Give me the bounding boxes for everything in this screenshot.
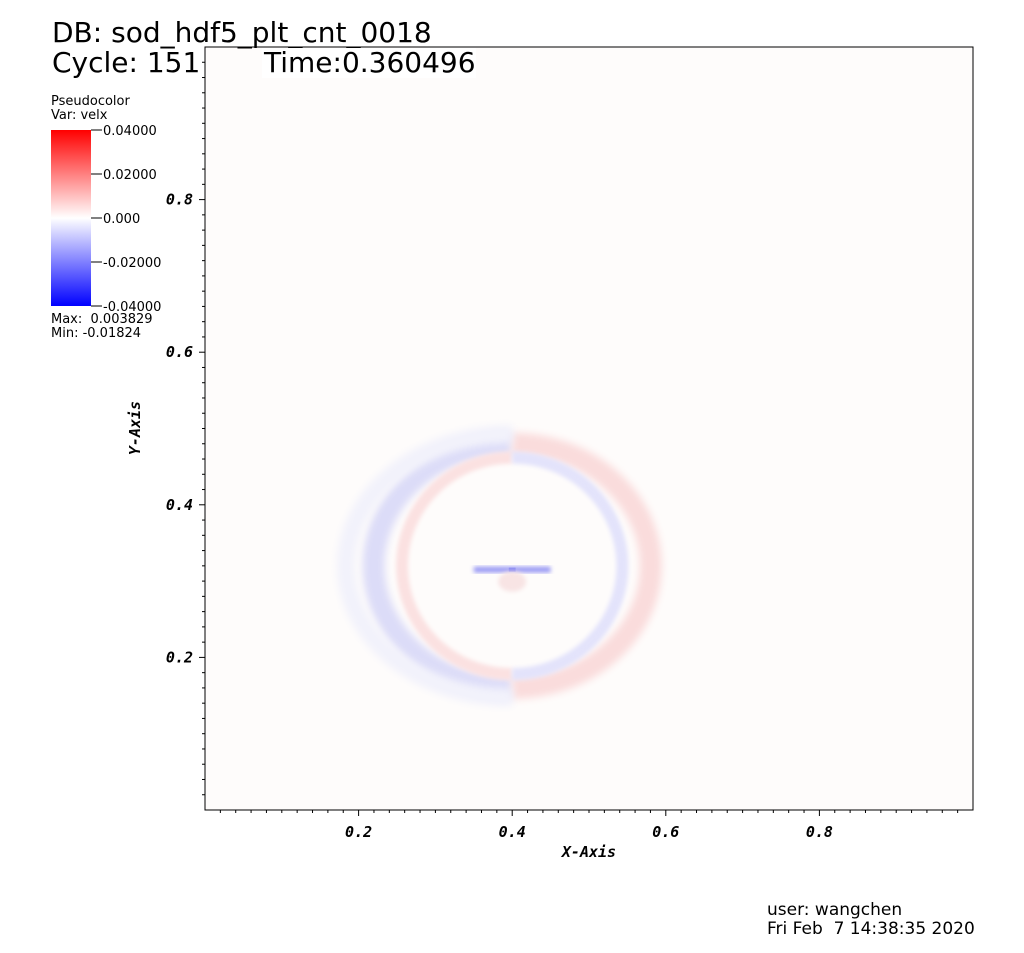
y-tick-label: 0.6 [166, 343, 193, 361]
center-red-blob [498, 571, 527, 592]
y-axis-label: Y-Axis [126, 401, 144, 455]
center-streak-core [508, 567, 516, 572]
y-tick-label: 0.4 [166, 496, 193, 514]
legend-min: Min: -0.01824 [51, 326, 142, 341]
date-label: Fri Feb 7 14:38:35 2020 [767, 919, 975, 939]
colorbar-tick-label: 0.000 [103, 212, 140, 227]
y-tick-label: 0.8 [166, 191, 193, 209]
legend-plot-type: Pseudocolor [51, 94, 130, 109]
y-tick-label: 0.2 [166, 648, 193, 666]
cycle-label: Cycle: 151 [52, 46, 201, 79]
outer-ring-right [512, 432, 662, 699]
inner-ring-right [512, 451, 629, 681]
user-label: user: wangchen [767, 900, 903, 920]
x-tick-label: 0.2 [345, 823, 372, 841]
legend-variable: Var: velx [51, 108, 108, 123]
y-axis: 0.8 0.6 0.4 0.2 Y-Axis [126, 61, 205, 796]
x-axis: 0.2 0.4 0.6 0.8 X-Axis [219, 810, 959, 861]
x-tick-label: 0.4 [499, 823, 526, 841]
x-tick-label: 0.6 [652, 823, 679, 841]
time-label: Time:0.360496 [262, 46, 476, 79]
plot-background [204, 46, 974, 811]
legend-max: Max: 0.003829 [51, 312, 153, 327]
colorbar-tick-label: -0.04000 [103, 300, 161, 315]
faint-outer-wave [337, 425, 513, 707]
x-axis-label: X-Axis [560, 843, 616, 861]
inner-ring-left [395, 451, 513, 681]
outer-ring-left [362, 432, 513, 699]
colorbar-tick-label: 0.02000 [103, 168, 157, 183]
database-label: DB: sod_hdf5_plt_cnt_0018 [52, 16, 432, 49]
colorbar-tick-label: -0.02000 [103, 256, 161, 271]
field-features [337, 425, 662, 707]
colorbar-ticks: 0.04000 0.02000 0.000 -0.02000 -0.04000 [91, 124, 161, 315]
x-tick-label: 0.8 [806, 823, 833, 841]
colorbar-tick-label: 0.04000 [103, 124, 157, 139]
colorbar [51, 130, 91, 306]
